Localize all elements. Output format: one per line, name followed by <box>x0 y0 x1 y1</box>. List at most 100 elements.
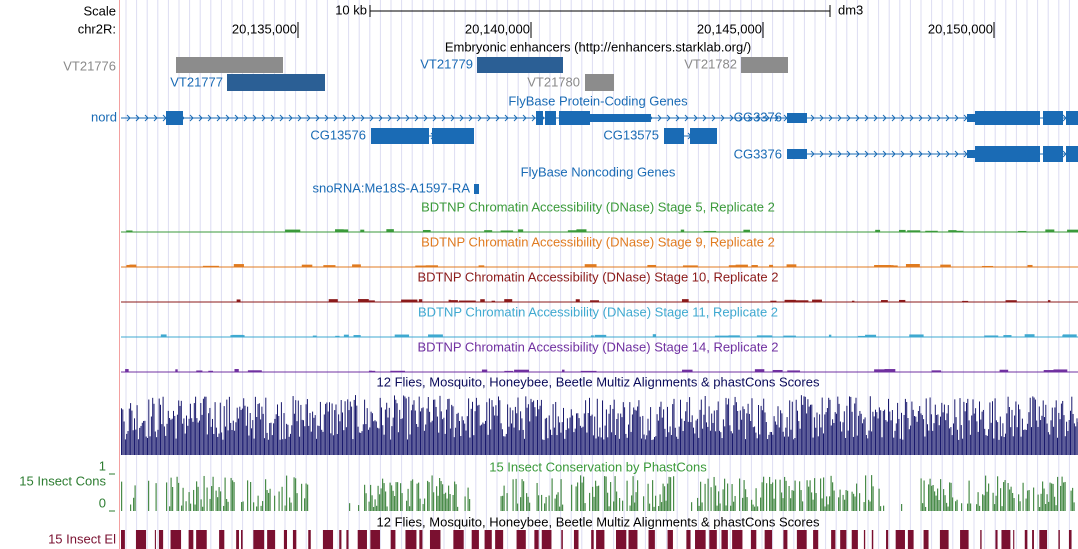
score-bar <box>205 396 207 455</box>
track-title: 15 Insect Conservation by PhastCons <box>489 459 707 474</box>
score-bar <box>797 410 798 455</box>
element <box>628 530 638 549</box>
signal <box>234 369 239 372</box>
score-bar <box>1043 488 1045 511</box>
score-bar <box>517 397 519 455</box>
element <box>219 530 225 549</box>
score-bar <box>767 439 769 455</box>
score-bar <box>772 482 774 511</box>
score-bar <box>757 506 759 511</box>
score-bar <box>233 482 235 511</box>
score-bar <box>477 405 479 455</box>
score-bar <box>574 428 576 455</box>
score-bar <box>500 423 502 455</box>
score-bar <box>437 495 439 511</box>
score-bar <box>553 427 555 455</box>
score-bar <box>706 422 707 455</box>
score-bar <box>474 411 476 455</box>
score-bar <box>182 423 184 455</box>
signal <box>1043 370 1056 372</box>
score-bar <box>954 399 956 455</box>
score-bar <box>241 502 243 511</box>
gene-label: CG3376 <box>734 146 782 161</box>
score-bar <box>938 425 940 455</box>
signal <box>247 370 262 372</box>
score-bar <box>655 436 657 455</box>
score-bar <box>635 410 637 455</box>
score-bar <box>169 417 171 455</box>
score-bar <box>672 404 674 455</box>
score-bar <box>790 429 792 455</box>
score-bar <box>209 407 211 455</box>
element <box>308 530 311 549</box>
element <box>1013 530 1015 549</box>
score-bar <box>689 397 691 455</box>
score-bar <box>1022 482 1024 511</box>
gene-label: CG13576 <box>310 127 366 142</box>
score-bar <box>785 427 787 455</box>
score-bar <box>247 406 249 455</box>
score-bar <box>521 418 523 455</box>
track-title: FlyBase Protein-Coding Genes <box>508 93 688 108</box>
score-bar <box>815 493 817 511</box>
score-bar <box>365 424 367 455</box>
score-bar <box>369 427 371 455</box>
score-bar <box>357 426 359 455</box>
element <box>135 530 147 549</box>
score-bar <box>206 434 208 455</box>
signal <box>885 265 894 267</box>
score-bar <box>1053 426 1055 455</box>
score-bar <box>226 498 228 511</box>
score-bar <box>396 403 398 455</box>
score-bar <box>440 411 442 455</box>
score-bar <box>616 491 618 511</box>
score-bar <box>935 495 937 511</box>
element <box>695 530 706 549</box>
score-bar <box>265 479 267 511</box>
score-bar <box>915 416 917 455</box>
score-bar <box>360 432 362 455</box>
score-bar <box>976 421 978 455</box>
score-bar <box>888 398 889 455</box>
feature-label: VT21780 <box>527 74 580 89</box>
element <box>667 530 673 549</box>
signal <box>770 300 777 302</box>
score-bar <box>979 401 980 455</box>
score-bar <box>683 420 685 455</box>
score-bar <box>586 432 588 455</box>
score-bar <box>170 419 172 455</box>
signal <box>335 229 344 232</box>
score-bar <box>506 493 508 511</box>
score-bar <box>224 477 226 511</box>
score-bar <box>1048 501 1050 511</box>
score-bar <box>872 411 874 455</box>
score-bar <box>416 424 418 455</box>
signal <box>567 230 581 232</box>
score-bar <box>340 399 342 455</box>
score-bar <box>657 420 659 455</box>
score-bar <box>395 482 397 511</box>
score-bar <box>829 496 831 511</box>
score-bar <box>427 397 429 455</box>
score-bar <box>373 421 375 455</box>
score-bar <box>581 482 583 511</box>
score-bar <box>295 478 297 511</box>
element <box>732 530 743 549</box>
score-bar <box>275 414 277 455</box>
score-bar <box>377 485 379 511</box>
score-bar <box>745 439 746 455</box>
score-bar <box>1057 476 1059 511</box>
score-bar <box>134 485 136 511</box>
score-bar <box>649 503 651 511</box>
score-bar <box>916 421 918 455</box>
score-bar <box>139 427 141 455</box>
score-bar <box>727 483 729 511</box>
score-bar <box>819 414 821 455</box>
score-bar <box>525 396 527 455</box>
score-bar <box>188 418 190 455</box>
score-bar <box>617 413 619 455</box>
element <box>346 530 349 549</box>
score-bar <box>368 429 369 455</box>
score-bar <box>928 430 930 455</box>
score-bar <box>891 410 893 455</box>
